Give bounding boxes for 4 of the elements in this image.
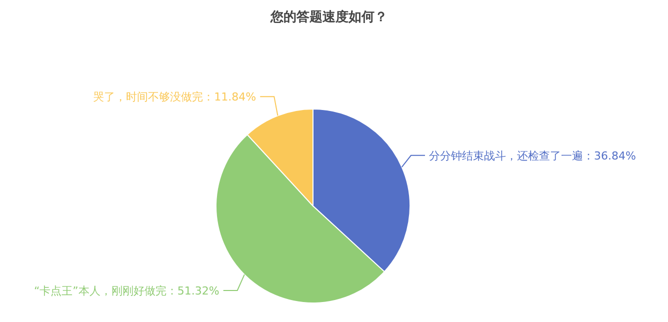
chart-title: 您的答题速度如何？ (269, 8, 388, 26)
slice-label: “卡点王”本人，刚刚好做完：51.32% (34, 284, 220, 298)
slice-label: 分分钟结束战斗，还检查了一遍：36.84% (428, 149, 636, 162)
slice-label: 哭了，时间不够没做完：11.84% (93, 90, 256, 104)
